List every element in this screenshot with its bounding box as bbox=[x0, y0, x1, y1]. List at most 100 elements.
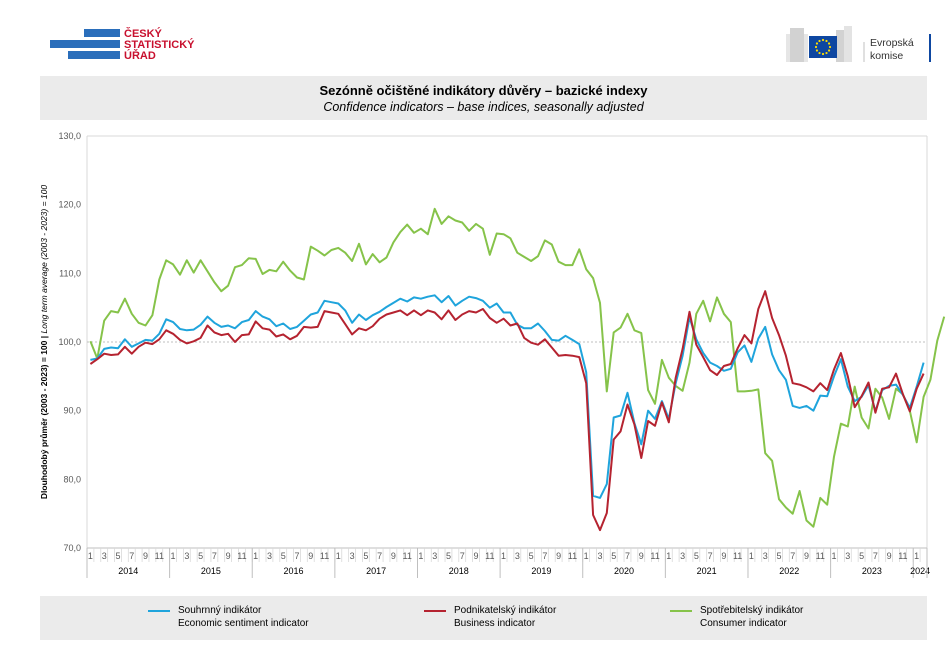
x-month-label: 7 bbox=[294, 551, 299, 561]
eu-star bbox=[827, 49, 831, 52]
csu-logo-line-3: ÚŘAD bbox=[124, 49, 156, 62]
legend-swatch-consumer bbox=[670, 610, 692, 612]
eu-logo-line-1: Evropská bbox=[870, 37, 914, 49]
y-tick-label: 70,0 bbox=[63, 543, 81, 553]
x-month-label: 11 bbox=[402, 551, 411, 561]
eu-star bbox=[825, 39, 828, 43]
eu-star bbox=[814, 45, 818, 49]
y-axis-ticks: 70,0 80,0 90,0 100,0 110,0 120,0 130,0 bbox=[58, 131, 81, 553]
x-month-label: 5 bbox=[281, 551, 286, 561]
y-tick-label: 100,0 bbox=[58, 337, 81, 347]
csu-logo-line-1: ČESKÝ bbox=[124, 27, 163, 40]
x-month-label: 1 bbox=[336, 551, 341, 561]
eu-star bbox=[818, 39, 821, 43]
chart-title-box: Sezónně očištěné indikátory důvěry – baz… bbox=[40, 76, 927, 120]
x-month-label: 5 bbox=[446, 551, 451, 561]
legend-swatch-economic bbox=[148, 610, 170, 612]
y-axis-title: Dlouhodobý průměr (2003 - 2023) = 100 | … bbox=[39, 185, 49, 499]
eu-stars-icon bbox=[814, 38, 832, 56]
x-month-label: 3 bbox=[515, 551, 520, 561]
x-year-label: 2019 bbox=[531, 566, 551, 576]
legend: Souhrnný indikátor Economic sentiment in… bbox=[40, 596, 927, 640]
y-tick-label: 130,0 bbox=[58, 131, 81, 141]
chart-title-en: Confidence indicators – base indices, se… bbox=[323, 100, 644, 114]
x-year-label: 2016 bbox=[284, 566, 304, 576]
x-month-label: 7 bbox=[708, 551, 713, 561]
x-month-label: 3 bbox=[845, 551, 850, 561]
x-month-label: 1 bbox=[914, 551, 919, 561]
x-month-label: 7 bbox=[129, 551, 134, 561]
legend-label-economic-en: Economic sentiment indicator bbox=[178, 618, 309, 629]
x-month-label: 5 bbox=[611, 551, 616, 561]
line-chart: 70,0 80,0 90,0 100,0 110,0 120,0 130,0 Dlouhod… bbox=[39, 131, 946, 578]
eu-commission-logo: Evropská komise bbox=[786, 26, 931, 62]
x-month-label: 9 bbox=[308, 551, 313, 561]
x-month-label: 1 bbox=[832, 551, 837, 561]
x-month-label: 7 bbox=[212, 551, 217, 561]
legend-label-business-cz: Podnikatelský indikátor bbox=[454, 605, 557, 616]
x-month-label: 9 bbox=[556, 551, 561, 561]
eu-star bbox=[815, 49, 819, 52]
x-month-label: 7 bbox=[790, 551, 795, 561]
x-month-label: 5 bbox=[198, 551, 203, 561]
series-lines bbox=[89, 207, 946, 532]
x-month-label: 1 bbox=[171, 551, 176, 561]
eu-star bbox=[818, 51, 821, 55]
x-month-label: 5 bbox=[363, 551, 368, 561]
x-month-label: 3 bbox=[432, 551, 437, 561]
x-year-label: 2024 bbox=[910, 566, 930, 576]
x-month-label: 1 bbox=[666, 551, 671, 561]
x-month-label: 3 bbox=[102, 551, 107, 561]
x-year-label: 2018 bbox=[449, 566, 469, 576]
chart-grid bbox=[86, 135, 928, 548]
x-month-label: 11 bbox=[898, 551, 907, 561]
x-month-label: 11 bbox=[155, 551, 164, 561]
eu-star bbox=[828, 45, 832, 49]
x-year-label: 2015 bbox=[201, 566, 221, 576]
x-year-label: 2022 bbox=[779, 566, 799, 576]
eu-star bbox=[815, 42, 819, 45]
x-year-label: 2020 bbox=[614, 566, 634, 576]
x-month-label: 9 bbox=[391, 551, 396, 561]
eu-star bbox=[827, 42, 831, 45]
x-month-label: 9 bbox=[226, 551, 231, 561]
x-month-label: 1 bbox=[418, 551, 423, 561]
x-month-label: 9 bbox=[804, 551, 809, 561]
x-month-label: 9 bbox=[639, 551, 644, 561]
x-year-label: 2021 bbox=[697, 566, 717, 576]
x-month-label: 11 bbox=[237, 551, 246, 561]
x-year-label: 2017 bbox=[366, 566, 386, 576]
x-year-label: 2014 bbox=[118, 566, 138, 576]
y-axis-title-cz: Dlouhodobý průměr (2003 - 2023) = 100 | bbox=[39, 334, 49, 500]
x-month-label: 3 bbox=[680, 551, 685, 561]
x-month-label: 5 bbox=[776, 551, 781, 561]
x-month-label: 7 bbox=[460, 551, 465, 561]
x-month-label: 3 bbox=[184, 551, 189, 561]
x-month-label: 11 bbox=[816, 551, 825, 561]
x-month-label: 3 bbox=[763, 551, 768, 561]
x-year-label: 2023 bbox=[862, 566, 882, 576]
legend-label-economic-cz: Souhrnný indikátor bbox=[178, 605, 262, 616]
y-axis-title-en: Long term average (2003 - 2023) = 100 bbox=[39, 185, 49, 334]
y-axis-label: Dlouhodobý průměr (2003 - 2023) = 100 | … bbox=[39, 185, 49, 499]
x-month-label: 9 bbox=[887, 551, 892, 561]
legend-label-consumer-en: Consumer indicator bbox=[700, 618, 787, 629]
x-month-label: 7 bbox=[873, 551, 878, 561]
y-tick-label: 110,0 bbox=[59, 268, 81, 278]
x-month-label: 11 bbox=[320, 551, 329, 561]
y-tick-label: 80,0 bbox=[63, 474, 81, 484]
legend-label-business-en: Business indicator bbox=[454, 618, 536, 629]
series-line-consumer bbox=[89, 207, 946, 528]
chart-title-cz: Sezónně očištěné indikátory důvěry – baz… bbox=[319, 83, 648, 98]
x-month-label: 3 bbox=[350, 551, 355, 561]
eu-star bbox=[825, 51, 828, 55]
x-month-label: 1 bbox=[501, 551, 506, 561]
x-axis: 1 3 5 7 9 11 1 3 5 7 9 11 1 3 5 7 9 11 1 3 5 7 9 11 1 3 5 7 9 11 1 3 5 7 9… bbox=[86, 547, 930, 578]
series-line-business bbox=[89, 290, 925, 532]
x-month-label: 3 bbox=[267, 551, 272, 561]
eu-logo-line-2: komise bbox=[870, 50, 903, 62]
eu-star bbox=[821, 52, 825, 56]
eu-star bbox=[821, 38, 825, 42]
x-month-label: 9 bbox=[721, 551, 726, 561]
x-month-label: 1 bbox=[749, 551, 754, 561]
